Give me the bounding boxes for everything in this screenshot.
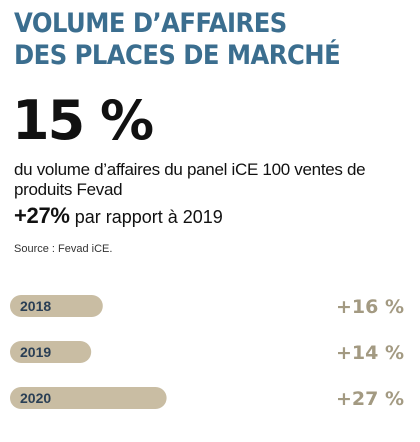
value-label-2020: +27 % [336, 388, 404, 410]
title-line-1: VOLUME D’AFFAIRES [14, 8, 287, 39]
category-label-2020: 2020 [20, 390, 51, 406]
value-label-2018: +16 % [336, 296, 404, 318]
page-title: VOLUME D’AFFAIRES DES PLACES DE MARCHÉ [14, 8, 414, 72]
bar-2019 [10, 341, 92, 363]
source-note: Source : Fevad iCE. [14, 243, 113, 255]
bar-2018 [10, 295, 103, 317]
growth-text: par rapport à 2019 [74, 207, 223, 227]
bar-2020 [10, 387, 167, 409]
growth-value: +27% [14, 203, 70, 228]
category-label-2018: 2018 [20, 298, 51, 314]
value-label-2019: +14 % [336, 342, 404, 364]
description-text: du volume d’affaires du panel iCE 100 ve… [14, 160, 366, 199]
headline-value: 15 % [12, 89, 154, 152]
category-label-2019: 2019 [20, 344, 51, 360]
title-line-2: DES PLACES DE MARCHÉ [14, 40, 341, 71]
growth-line: +27% par rapport à 2019 [14, 204, 223, 229]
